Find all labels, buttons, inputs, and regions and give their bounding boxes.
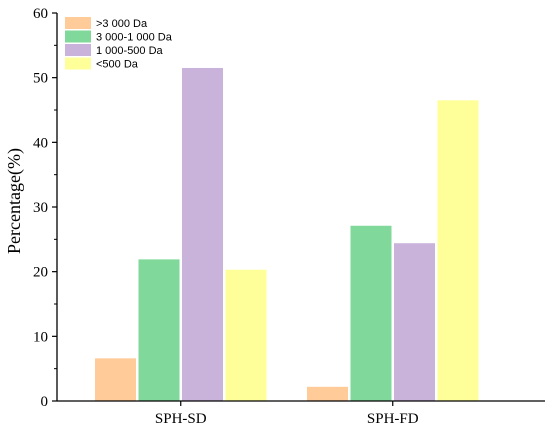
y-tick-label: 30 xyxy=(33,200,48,216)
x-tick-label: SPH-SD xyxy=(155,411,207,427)
y-tick-label: 0 xyxy=(41,394,49,410)
bar-sph-sd-series-2 xyxy=(138,259,180,401)
bar-sph-fd-series-1 xyxy=(307,386,348,401)
legend-label: <500 Da xyxy=(96,59,139,71)
legend-label: 3 000-1 000 Da xyxy=(96,32,173,44)
bar-sph-fd-series-2 xyxy=(350,225,392,401)
y-tick-label: 50 xyxy=(33,71,48,87)
legend-swatch xyxy=(65,57,91,70)
legend-label: 1 000-500 Da xyxy=(96,45,164,57)
bar-sph-fd-series-3 xyxy=(394,243,435,401)
axes-group: 0 10 20 30 40 50 60 SPH-SD SPH-FD xyxy=(33,6,545,427)
bar-sph-sd-series-1 xyxy=(95,358,136,401)
y-axis-title: Percentage(%) xyxy=(4,148,25,254)
bars-group xyxy=(95,67,479,402)
bar-sph-sd-series-3 xyxy=(182,67,223,401)
legend-swatch xyxy=(65,44,91,56)
x-tick-label: SPH-FD xyxy=(367,411,419,427)
y-tick-label: 20 xyxy=(33,265,48,281)
legend-swatch xyxy=(65,30,91,43)
bar-sph-sd-series-4 xyxy=(225,269,267,401)
y-tick-label: 10 xyxy=(33,329,48,345)
bar-sph-fd-series-4 xyxy=(437,100,479,402)
y-tick-label: 60 xyxy=(33,6,48,22)
legend: >3 000 Da 3 000-1 000 Da1 000-500 Da <500 … xyxy=(65,17,173,71)
legend-swatch xyxy=(65,17,91,29)
y-tick-label: 40 xyxy=(33,135,48,151)
legend-label: >3 000 Da xyxy=(96,18,148,30)
